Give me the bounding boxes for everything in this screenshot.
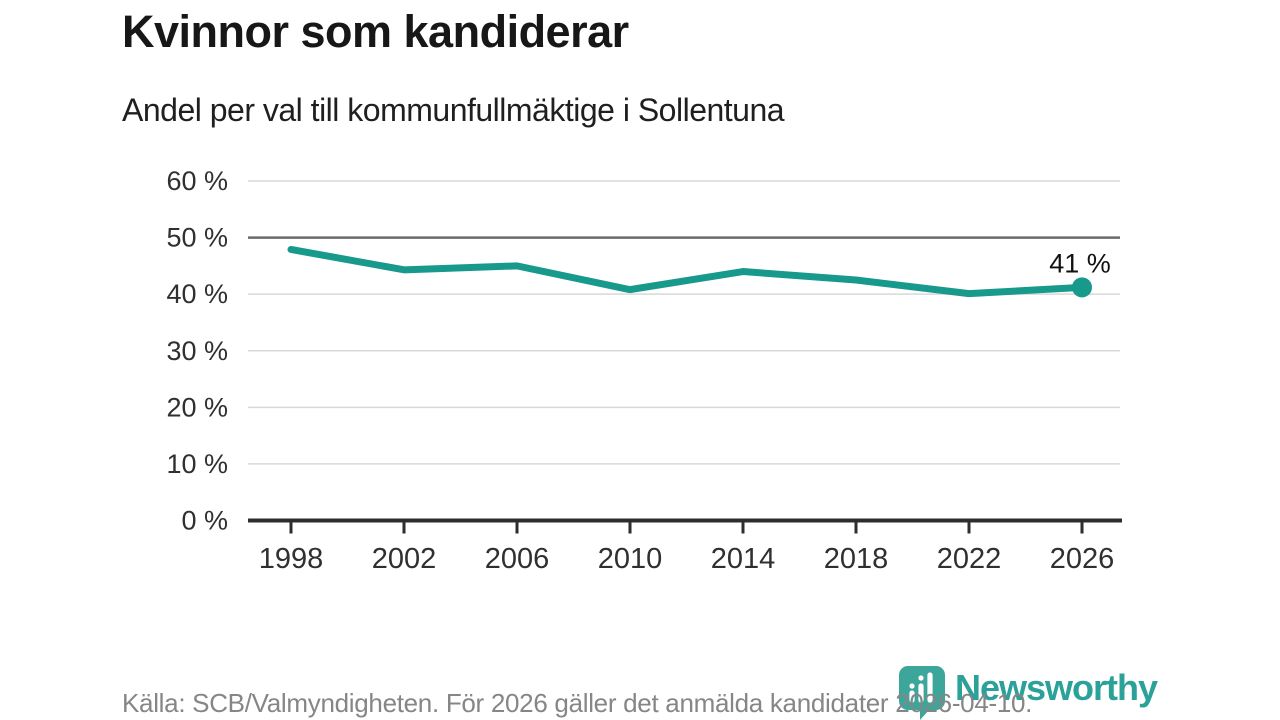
x-axis-label: 1998 [259,543,324,575]
source-note: Källa: SCB/Valmyndigheten. För 2026 gäll… [122,688,1033,718]
y-axis-label: 0 % [181,506,228,536]
x-axis-label: 2010 [598,543,663,575]
end-value-label: 41 % [1049,248,1111,278]
y-axis-label: 40 % [166,279,228,309]
y-axis-label: 10 % [166,449,228,479]
x-axis-label: 2022 [937,543,1002,575]
x-axis-label: 2018 [824,543,889,575]
x-axis-label: 2014 [711,543,776,575]
line-chart-plot: 0 % 10 % 20 % 30 % 40 % 50 % 60 % 1998 2002 2006 2… [166,166,1122,575]
data-line [287,245,1086,298]
y-axis-label: 20 % [166,392,228,422]
newsworthy-logo-text: Newsworthy [955,667,1158,708]
y-axis-label: 30 % [166,336,228,366]
newsworthy-logo: Newsworthy [897,664,1158,720]
logo-chart-dot-2 [918,675,924,681]
y-axis-label: 60 % [166,166,228,196]
x-axis-label: 2006 [485,543,550,575]
y-axis-label: 50 % [166,223,228,253]
chart-subtitle: Andel per val till kommunfullmäktige i S… [122,92,785,128]
x-axis-label: 2002 [372,543,437,575]
newsworthy-logo-icon [899,666,945,720]
end-point-marker [1072,277,1092,298]
chart-title: Kvinnor som kandiderar [122,6,629,57]
logo-chart-dot-1 [909,683,915,689]
x-axis-label: 2026 [1050,543,1115,575]
